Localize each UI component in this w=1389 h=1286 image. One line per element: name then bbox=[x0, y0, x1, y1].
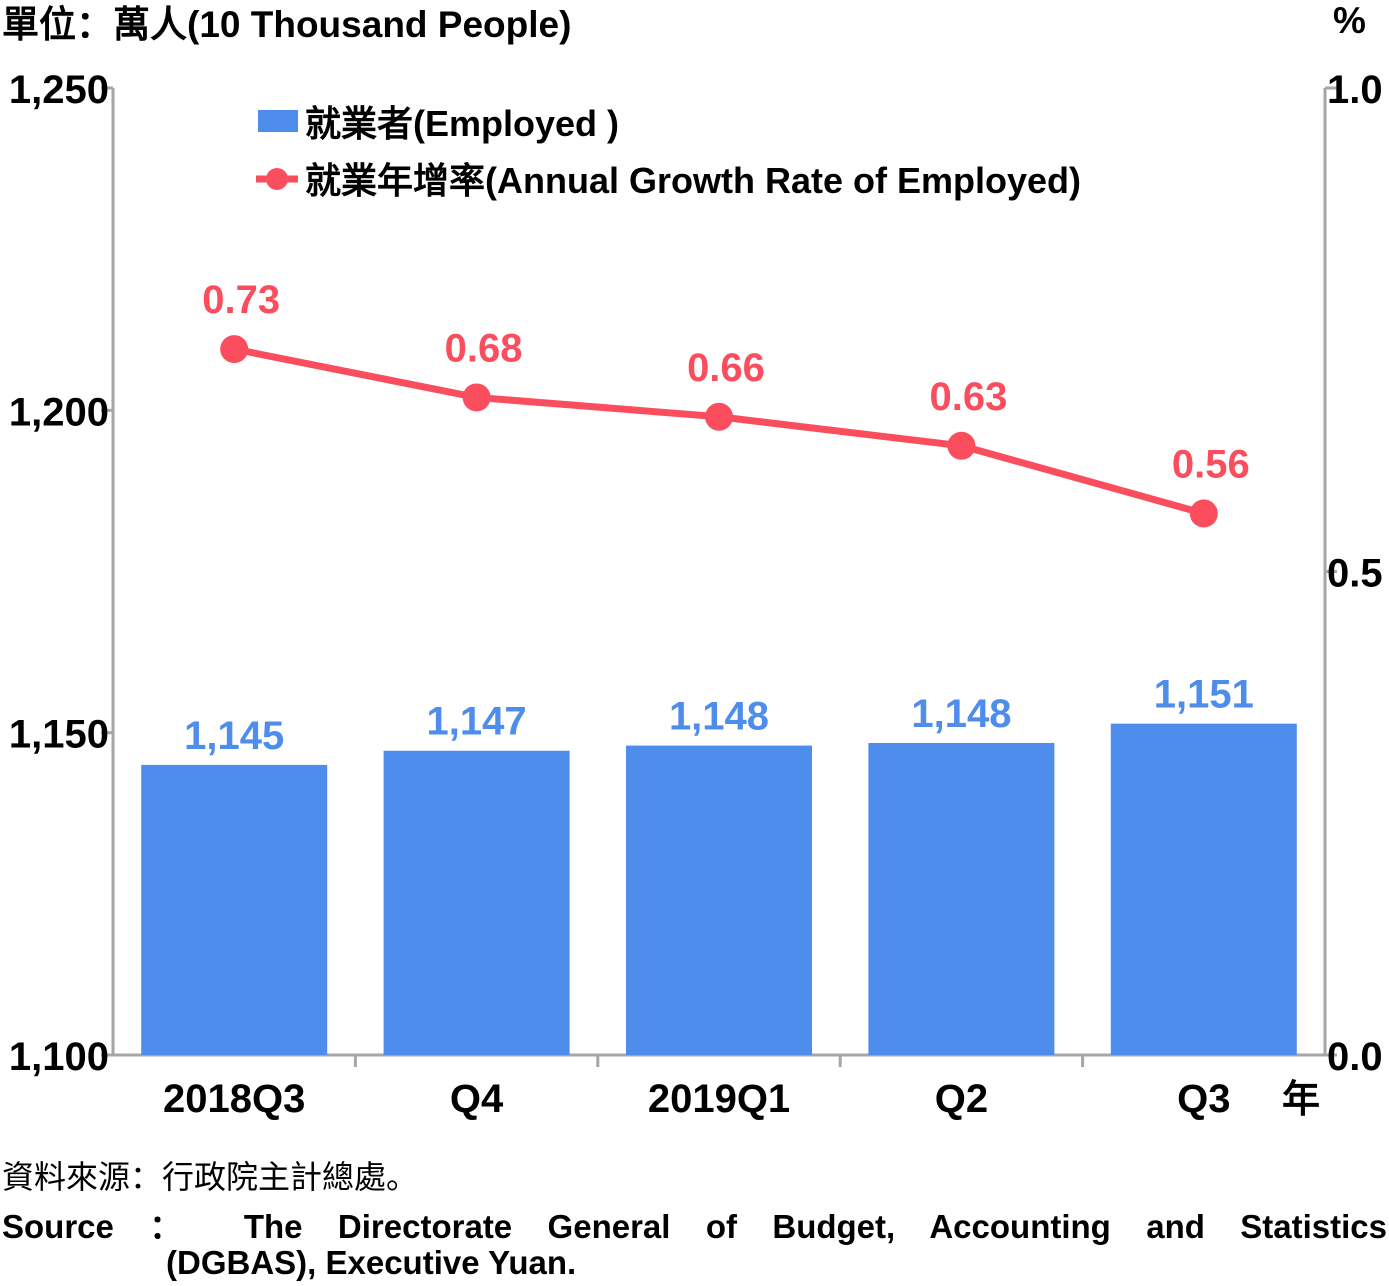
legend-bar-swatch bbox=[258, 110, 298, 132]
source-english-line1: Source ： The Directorate General of Budg… bbox=[2, 1208, 1387, 1245]
x-tick-label: Q3 bbox=[1177, 1077, 1230, 1121]
source-english-line2: (DGBAS), Executive Yuan. bbox=[166, 1244, 577, 1281]
line-label: 0.56 bbox=[1172, 442, 1250, 486]
legend-line-marker bbox=[266, 168, 288, 190]
right-tick-label: 1.0 bbox=[1327, 68, 1383, 112]
left-tick-label: 1,250 bbox=[9, 68, 109, 112]
line-label: 0.73 bbox=[202, 278, 280, 322]
bar bbox=[1110, 723, 1297, 1055]
legend-line-label: 就業年增率(Annual Growth Rate of Employed) bbox=[305, 160, 1081, 201]
right-unit-label: % bbox=[1333, 0, 1366, 41]
bar-label: 1,148 bbox=[911, 692, 1011, 736]
line-point bbox=[462, 383, 491, 412]
line-label: 0.66 bbox=[687, 346, 765, 390]
right-tick-label: 0.0 bbox=[1327, 1035, 1383, 1079]
legend-bar-label: 就業者(Employed ) bbox=[305, 103, 619, 144]
chart: 單位：萬人(10 Thousand People) % 1,100 1,150 1,… bbox=[2, 0, 1383, 1121]
bar bbox=[141, 764, 328, 1055]
line-point bbox=[220, 335, 249, 364]
x-tick-label: 2019Q1 bbox=[648, 1077, 790, 1121]
left-unit-label: 單位：萬人(10 Thousand People) bbox=[2, 4, 571, 45]
line-label: 0.63 bbox=[929, 375, 1007, 419]
bar-label: 1,145 bbox=[184, 714, 284, 758]
bar-label: 1,147 bbox=[427, 700, 527, 744]
bar bbox=[383, 750, 570, 1055]
left-tick-label: 1,100 bbox=[9, 1035, 109, 1079]
x-tick-label: Q2 bbox=[935, 1077, 988, 1121]
line-point bbox=[1189, 499, 1218, 528]
bar-label: 1,148 bbox=[669, 695, 769, 739]
x-tick-label: 2018Q3 bbox=[163, 1077, 305, 1121]
legend: 就業者(Employed ) 就業年增率(Annual Growth Rate … bbox=[256, 103, 1081, 201]
left-tick-label: 1,150 bbox=[9, 713, 109, 757]
right-tick-label: 0.5 bbox=[1327, 552, 1383, 596]
line-point bbox=[947, 431, 976, 460]
x-tick-label: Q4 bbox=[450, 1077, 504, 1121]
bar-label: 1,151 bbox=[1154, 673, 1254, 717]
bar bbox=[868, 742, 1055, 1055]
source-chinese: 資料來源：行政院主計總處。 bbox=[2, 1158, 419, 1196]
bar bbox=[626, 745, 812, 1055]
line-point bbox=[705, 402, 733, 431]
line-label: 0.68 bbox=[445, 326, 523, 370]
x-axis-unit: 年 bbox=[1282, 1079, 1320, 1121]
left-tick-label: 1,200 bbox=[9, 390, 109, 434]
